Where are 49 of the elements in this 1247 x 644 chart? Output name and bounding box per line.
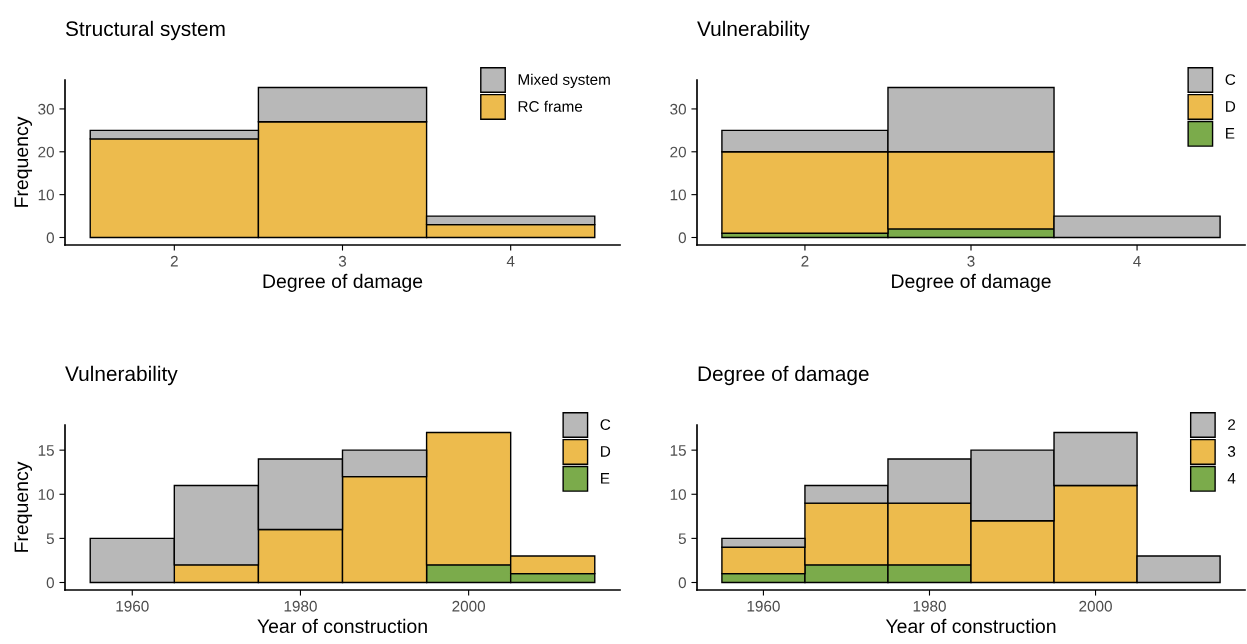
legend-label: D	[1226, 101, 1236, 112]
x-tick-label: 1960	[747, 600, 780, 612]
x-tick-label: 4	[1133, 255, 1141, 267]
x-tick-label: 3	[338, 255, 347, 267]
y-tick-label: 10	[38, 489, 54, 500]
y-axis-title: Frequency	[14, 461, 33, 552]
x-tick-label: 3	[967, 255, 975, 267]
x-tick-label: 2	[801, 255, 809, 267]
y-tick-label: 10	[670, 189, 686, 201]
chart-title: Structural system	[65, 20, 225, 41]
x-axis-title: Year of construction	[885, 618, 1056, 634]
y-tick-label: 10	[670, 489, 686, 500]
legend-label: 2	[1228, 419, 1236, 430]
chart-title: Vulnerability	[65, 365, 178, 386]
legend-label: 3	[1227, 446, 1236, 457]
y-tick-label: 5	[678, 533, 686, 545]
x-axis-title: Degree of damage	[892, 273, 1051, 292]
legend-label: Mixed system	[518, 73, 610, 88]
x-tick-label: 2000	[452, 600, 486, 612]
legend-label: E	[601, 473, 610, 484]
y-tick-label: 0	[46, 232, 54, 244]
y-tick-label: 0	[46, 577, 54, 589]
chart-title: Vulnerability	[697, 20, 810, 41]
y-tick-label: 15	[670, 445, 686, 456]
chart-title: Degree of damage	[698, 365, 869, 386]
y-tick-label: 10	[38, 189, 54, 201]
legend-label: RC frame	[518, 100, 583, 112]
x-tick-label: 1980	[913, 600, 946, 612]
x-tick-label: 1960	[116, 600, 149, 612]
y-axis-title: Frequency	[14, 116, 33, 207]
y-tick-label: 30	[38, 103, 54, 115]
y-tick-label: 5	[46, 533, 54, 545]
x-tick-label: 1980	[284, 600, 317, 612]
y-tick-label: 30	[670, 103, 686, 115]
x-tick-label: 4	[506, 255, 515, 267]
legend-label: D	[601, 446, 611, 457]
x-axis-title: Degree of damage	[263, 273, 423, 292]
x-tick-label: 2000	[1079, 600, 1112, 612]
y-tick-label: 20	[670, 146, 686, 158]
x-tick-label: 2	[170, 255, 178, 267]
y-tick-label: 0	[678, 232, 686, 244]
y-tick-label: 0	[678, 577, 686, 589]
x-axis-title: Year of construction	[257, 618, 427, 634]
y-tick-label: 15	[38, 445, 54, 456]
legend-label: 4	[1227, 473, 1236, 484]
legend-label: C	[1225, 74, 1236, 85]
legend-label: C	[600, 419, 611, 430]
y-tick-label: 20	[38, 146, 54, 158]
legend-label: E	[1226, 128, 1235, 139]
